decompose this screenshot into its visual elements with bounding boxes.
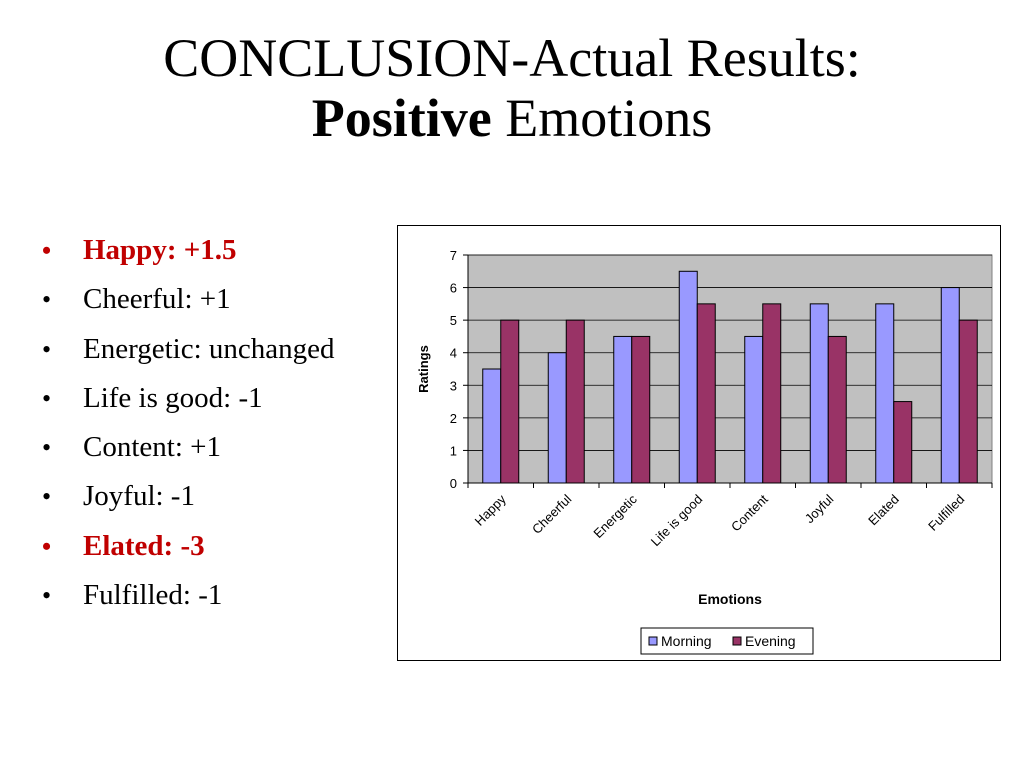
y-tick-label: 2 bbox=[450, 411, 457, 426]
bullet-dot-icon: • bbox=[42, 285, 52, 315]
morning-bar bbox=[744, 335, 764, 484]
title-line-2: Positive Emotions bbox=[0, 88, 1024, 148]
bullet-dot-icon: • bbox=[42, 581, 52, 611]
y-tick-label: 7 bbox=[450, 248, 457, 263]
bullet-text: Life is good: -1 bbox=[83, 381, 263, 414]
bullet-item: • Cheerful: +1 bbox=[42, 275, 335, 324]
bullet-text: Content: +1 bbox=[83, 431, 221, 464]
morning-bar bbox=[940, 287, 960, 484]
y-tick-label: 3 bbox=[450, 378, 457, 393]
bullet-dot-icon: • bbox=[42, 334, 52, 364]
emotions-chart: 0 1 2 3 4 5 6 7 Happy Cheerful Energetic Life is go… bbox=[397, 225, 1001, 661]
y-tick-label: 1 bbox=[450, 443, 457, 458]
y-tick-label: 4 bbox=[450, 346, 457, 361]
y-axis-title: Ratings bbox=[416, 345, 431, 393]
bullet-text: Cheerful: +1 bbox=[83, 283, 231, 316]
x-tick-label: Cheerful bbox=[529, 491, 574, 536]
title-bold-word: Positive bbox=[311, 88, 492, 148]
bullet-dot-icon: • bbox=[42, 236, 52, 265]
bullet-item: • Life is good: -1 bbox=[42, 374, 335, 423]
legend-box bbox=[640, 627, 814, 655]
evening-bar bbox=[827, 335, 847, 484]
bullet-dot-icon: • bbox=[42, 482, 52, 512]
evening-bar bbox=[893, 401, 913, 484]
y-tick-label: 5 bbox=[450, 313, 457, 328]
x-tick-label: Life is good bbox=[648, 492, 706, 550]
bullet-item: • Fulfilled: -1 bbox=[42, 571, 335, 620]
x-tick-label: Fulfilled bbox=[925, 492, 967, 534]
title-line-1: CONCLUSION-Actual Results: bbox=[163, 28, 861, 88]
bullet-item: • Elated: -3 bbox=[42, 522, 335, 571]
x-tick-label: Elated bbox=[865, 492, 902, 529]
bullet-text: Elated: -3 bbox=[83, 529, 205, 562]
results-bullet-list: • Happy: +1.5 • Cheerful: +1 • Energetic: unc… bbox=[42, 226, 335, 620]
morning-bar bbox=[547, 352, 567, 484]
morning-bar bbox=[875, 303, 895, 484]
morning-bar bbox=[613, 335, 633, 484]
x-tick-label: Joyful bbox=[802, 491, 837, 526]
evening-bar bbox=[565, 319, 585, 484]
bullet-item: • Content: +1 bbox=[42, 423, 335, 472]
bullet-text: Fulfilled: -1 bbox=[83, 579, 223, 612]
x-tick-label: Content bbox=[728, 491, 771, 534]
x-tick-label: Energetic bbox=[590, 491, 640, 541]
bullet-dot-icon: • bbox=[42, 531, 52, 561]
bullet-item: • Happy: +1.5 bbox=[42, 226, 335, 275]
evening-bar bbox=[762, 303, 782, 484]
evening-bar bbox=[696, 303, 716, 484]
bullet-dot-icon: • bbox=[42, 433, 52, 463]
legend-label: Morning bbox=[661, 633, 712, 649]
title-rest: Emotions bbox=[491, 88, 713, 148]
legend-label: Evening bbox=[745, 633, 796, 649]
bullet-text: Joyful: -1 bbox=[83, 480, 195, 513]
evening-bar bbox=[958, 319, 978, 484]
x-tick-label: Happy bbox=[472, 491, 510, 529]
bullet-item: • Energetic: unchanged bbox=[42, 325, 335, 374]
evening-bar bbox=[631, 335, 651, 484]
plot-area bbox=[467, 254, 993, 484]
bullet-text: Energetic: unchanged bbox=[83, 332, 335, 365]
legend-swatch bbox=[648, 636, 658, 646]
bullet-text: Happy: +1.5 bbox=[83, 234, 237, 266]
bullet-item: • Joyful: -1 bbox=[42, 472, 335, 521]
slide-title: CONCLUSION-Actual Results: Positive Emot… bbox=[0, 28, 1024, 148]
y-tick-label: 6 bbox=[450, 281, 457, 296]
evening-bar bbox=[500, 319, 520, 484]
morning-bar bbox=[482, 368, 502, 484]
morning-bar bbox=[809, 303, 829, 484]
bullet-dot-icon: • bbox=[42, 383, 52, 413]
morning-bar bbox=[678, 270, 698, 484]
emotions-bar-chart: 0 1 2 3 4 5 6 7 Happy Cheerful Energetic Life is go… bbox=[416, 248, 993, 655]
y-tick-label: 0 bbox=[450, 476, 457, 491]
legend-swatch bbox=[732, 636, 742, 646]
x-axis-title: Emotions bbox=[698, 591, 762, 607]
